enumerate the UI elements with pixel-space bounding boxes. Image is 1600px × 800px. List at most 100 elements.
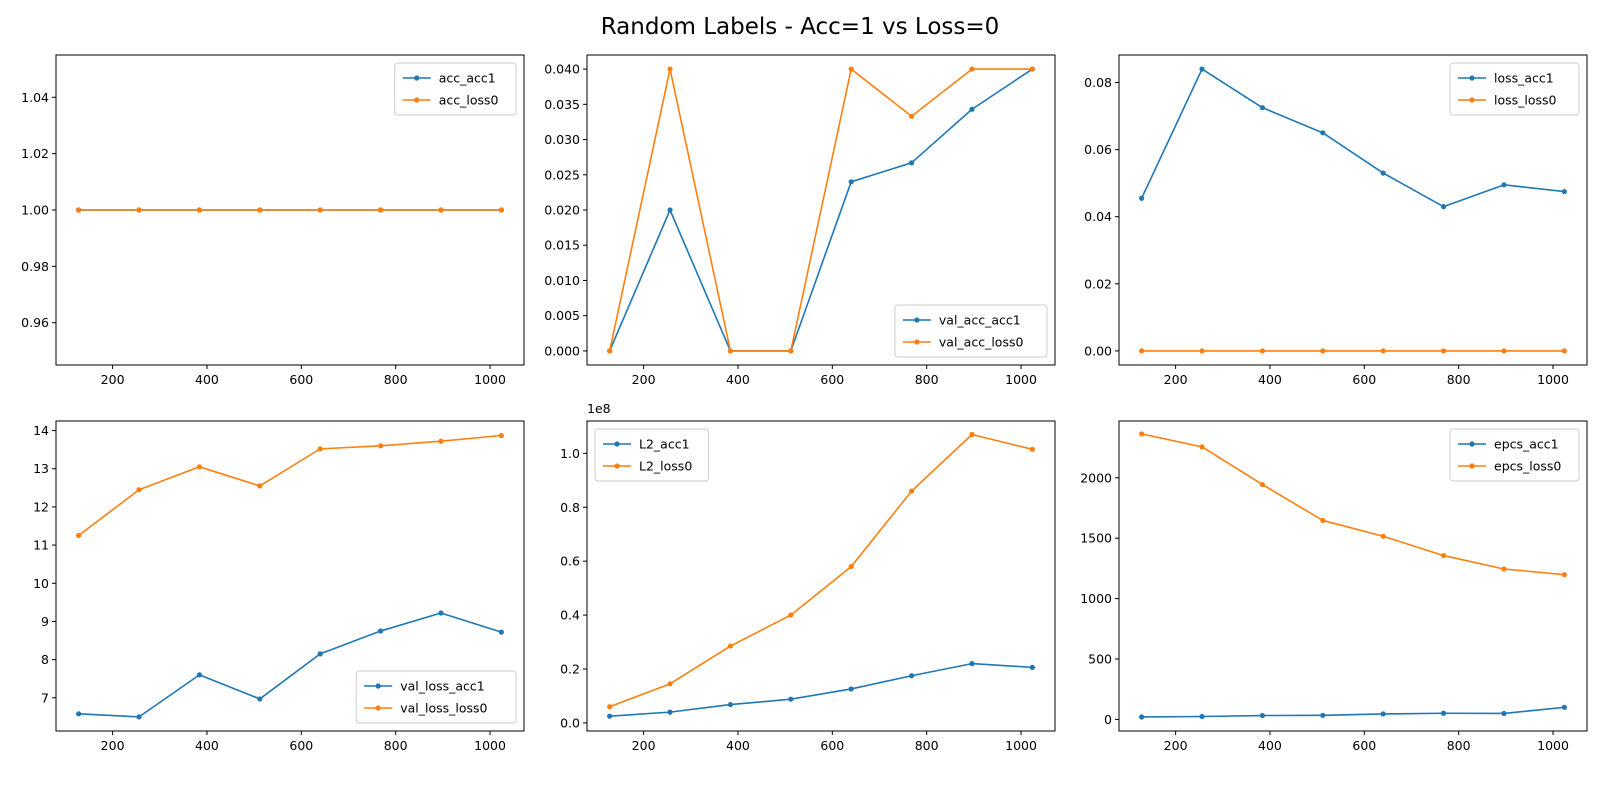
legend: val_acc_acc1 val_acc_loss0 xyxy=(894,304,1048,358)
data-point-epcs_acc1 xyxy=(1380,711,1386,717)
data-point-loss_loss0 xyxy=(1501,348,1507,354)
legend-box xyxy=(1449,428,1580,482)
series-line-epcs_acc1 xyxy=(1141,706,1565,718)
data-point-epcs_acc1 xyxy=(1501,710,1507,717)
data-point-epcs_loss0 xyxy=(1320,517,1326,524)
legend-box xyxy=(1449,62,1580,116)
y-tick-label: 7 xyxy=(41,690,49,705)
y-tick-label: 0.6 xyxy=(560,554,580,569)
data-point-val_loss_acc1 xyxy=(317,651,323,657)
x-tick-label: 600 xyxy=(820,738,844,753)
data-point-acc_loss0 xyxy=(196,207,203,213)
legend: L2_acc1 L2_loss0 xyxy=(594,428,710,482)
data-point-val_loss_loss0 xyxy=(498,432,504,439)
data-point-L2_acc1 xyxy=(848,686,854,692)
data-point-epcs_loss0 xyxy=(1259,481,1266,488)
data-point-val_loss_acc1 xyxy=(196,672,203,678)
y-tick-label: 8 xyxy=(41,652,49,667)
data-point-L2_acc1 xyxy=(667,709,673,715)
data-point-loss_acc1 xyxy=(1380,170,1386,176)
legend-label: acc_loss0 xyxy=(439,93,499,108)
series-line-L2_acc1 xyxy=(609,662,1033,717)
data-point-val_acc_acc1 xyxy=(667,207,673,213)
data-point-loss_acc1 xyxy=(1139,195,1145,201)
data-point-epcs_loss0 xyxy=(1561,572,1567,578)
subplot-acc: 200 400 600 800 1000 0.96 0.98 1.00 1.02 1.04 acc_… xyxy=(21,54,525,387)
data-point-epcs_acc1 xyxy=(1320,712,1326,718)
data-point-val_loss_acc1 xyxy=(76,711,82,717)
data-point-loss_acc1 xyxy=(1561,188,1567,195)
y-tick-label: 0.0 xyxy=(560,715,580,730)
y-tick-label: 0.96 xyxy=(21,315,49,330)
data-point-loss_acc1 xyxy=(1501,182,1507,188)
series-line-val_loss_loss0 xyxy=(78,434,502,537)
legend: epcs_acc1 epcs_loss0 xyxy=(1449,428,1580,482)
y-tick-label: 1.0 xyxy=(560,446,580,461)
data-point-epcs_acc1 xyxy=(1561,704,1567,710)
x-tick-label: 400 xyxy=(726,372,750,387)
series-line-val_acc_loss0 xyxy=(608,68,1033,352)
data-point-L2_loss0 xyxy=(607,704,613,710)
x-tick-label: 600 xyxy=(289,372,313,387)
x-tick-label: 800 xyxy=(384,738,408,753)
y-tick-label: 0.005 xyxy=(544,308,580,323)
x-tick-label: 800 xyxy=(915,738,939,753)
legend-box xyxy=(894,304,1048,358)
legend-box xyxy=(594,428,710,482)
data-point-val_acc_loss0 xyxy=(848,66,854,72)
y-tick-label: 1500 xyxy=(1080,531,1112,546)
data-point-epcs_loss0 xyxy=(1199,444,1205,450)
y-tick-label: 0.00 xyxy=(1084,343,1112,358)
y-tick-label: 14 xyxy=(33,423,49,438)
data-point-acc_loss0 xyxy=(76,207,82,213)
data-point-val_acc_loss0 xyxy=(607,348,613,354)
data-point-L2_loss0 xyxy=(727,643,734,649)
legend-swatch-marker xyxy=(1469,97,1475,103)
figure-title: Random Labels - Acc=1 vs Loss=0 xyxy=(601,14,1000,40)
x-tick-label: 600 xyxy=(820,372,844,387)
data-point-acc_loss0 xyxy=(438,207,444,213)
y-tick-label: 9 xyxy=(41,614,49,629)
x-tick-label: 1000 xyxy=(474,738,506,753)
legend-swatch-marker xyxy=(914,317,920,323)
data-point-L2_acc1 xyxy=(607,713,613,719)
x-tick-label: 400 xyxy=(726,738,750,753)
subplot-epcs: 200 400 600 800 1000 0 500 1000 1500 2000 epcs_acc… xyxy=(1080,420,1588,753)
data-point-L2_acc1 xyxy=(969,661,975,667)
axes-frame xyxy=(1118,420,1588,732)
y-tick-label: 0 xyxy=(1104,712,1112,727)
y-tick-label: 1.00 xyxy=(21,203,49,218)
data-point-loss_loss0 xyxy=(1561,348,1567,354)
x-tick-label: 800 xyxy=(1447,738,1471,753)
x-tick-label: 200 xyxy=(101,372,125,387)
legend-swatch-marker xyxy=(614,441,620,447)
legend-swatch-marker xyxy=(1469,463,1475,469)
x-tick-label: 400 xyxy=(1258,372,1282,387)
data-point-epcs_acc1 xyxy=(1259,712,1266,719)
y-tick-label: 10 xyxy=(33,576,49,591)
x-tick-label: 400 xyxy=(195,372,219,387)
y-offset-text: 1e8 xyxy=(587,401,611,416)
data-point-val_loss_loss0 xyxy=(136,487,142,493)
x-tick-label: 400 xyxy=(195,738,219,753)
x-tick-label: 1000 xyxy=(474,372,506,387)
y-tick-label: 0.06 xyxy=(1084,142,1112,157)
y-tick-label: 0.08 xyxy=(1084,75,1112,90)
x-tick-label: 200 xyxy=(632,738,656,753)
data-point-epcs_acc1 xyxy=(1139,714,1145,720)
x-tick-label: 200 xyxy=(1164,372,1188,387)
legend-swatch-marker xyxy=(375,705,381,711)
data-point-L2_loss0 xyxy=(908,488,915,494)
legend-label: L2_loss0 xyxy=(639,459,692,474)
legend-swatch-marker xyxy=(375,683,381,689)
x-tick-label: 200 xyxy=(632,372,656,387)
data-point-loss_loss0 xyxy=(1440,348,1447,354)
data-point-val_acc_loss0 xyxy=(727,348,734,354)
data-point-val_acc_loss0 xyxy=(788,348,794,354)
legend: acc_acc1 acc_loss0 xyxy=(394,62,517,116)
y-tick-label: 1.02 xyxy=(21,146,49,161)
data-point-epcs_acc1 xyxy=(1440,710,1447,716)
series-line-epcs_loss0 xyxy=(1141,433,1565,576)
data-point-epcs_loss0 xyxy=(1380,533,1386,539)
